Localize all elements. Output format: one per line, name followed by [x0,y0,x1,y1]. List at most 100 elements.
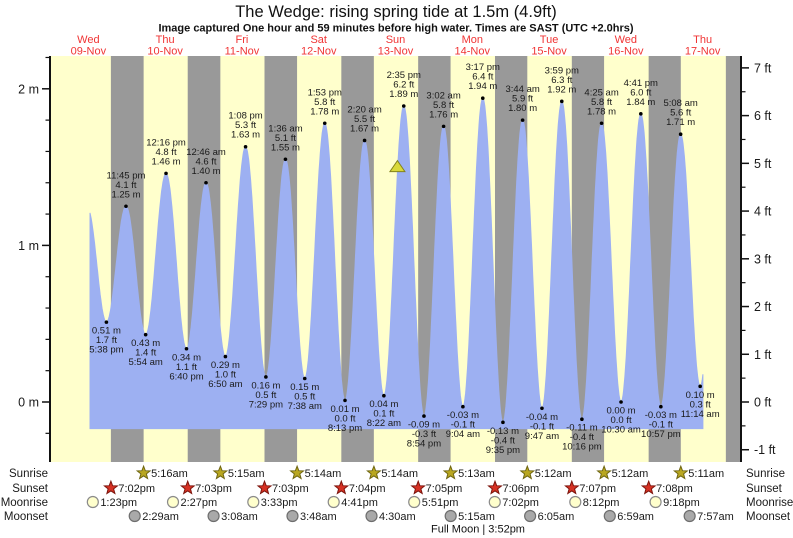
astro-time: 7:02pm [118,483,155,495]
low-tide-label-line: -0.09 m [408,420,440,431]
high-tide-label-line: 1.89 m [389,89,418,100]
sunset-icon [333,479,350,495]
high-tide-dot [401,104,406,108]
astro-layer: Sunrise Sunrise 5:16am 5:15am 5:14am 5:14am 5:… [1,464,793,523]
right-axis-tick-label: -1 ft [754,443,776,457]
sunrise-icon [135,464,152,480]
day-label-dow: Mon [462,34,483,46]
day-label-dow: Thu [156,34,175,46]
high-tide-label-line: 1.92 m [547,84,576,95]
moonrise-icon [247,495,260,509]
low-tide-label-line: -0.03 m [447,410,479,421]
high-tide-label-line: 3:17 pm [466,62,500,73]
high-tide-dot [559,99,564,104]
sunset-icon [410,479,426,495]
high-tide-label-line: 5.1 ft [275,133,296,144]
high-tide-dot [283,157,288,162]
day-label-dow: Fri [236,34,249,46]
astro-row-label-right-sunset: Sunset [746,483,783,495]
high-tide-label-line: 1:53 pm [308,87,342,98]
high-tide-dot [480,96,485,100]
astro-time: 5:14am [305,468,342,480]
moon-phase-footer: Full Moon | 3:52pm [431,524,525,536]
low-tide-label-line: 5:38 pm [89,345,123,356]
right-axis-tick-label: 6 ft [754,109,772,123]
high-tide-label-line: 1.76 m [429,109,458,120]
axes-layer: 0 m 1 m 2 m -1 ft 0 ft 1 ft 2 ft 3 ft 4 ft 5 ft 6 … [18,56,776,462]
astro-time: 3:08am [221,511,258,523]
low-tide-dot [698,384,702,389]
astro-time: 9:18pm [663,497,700,509]
low-tide-label-line: -0.1 ft [649,420,674,431]
moonrise-icon [649,495,662,509]
day-label-date: 10-Nov [147,46,183,58]
high-tide-label-line: 4:41 pm [624,78,658,89]
high-tide-label-line: 1.40 m [191,166,220,177]
high-tide-dot [164,171,168,176]
low-tide-label-line: -0.11 m [566,423,598,434]
high-tide-dot [362,138,367,143]
day-label-date: 13-Nov [378,46,414,58]
sunrise-icon [289,464,305,480]
astro-time: 7:05pm [426,483,463,495]
high-tide-label-line: 6.2 ft [393,80,414,91]
low-tide-label-line: 7:29 pm [249,399,283,410]
high-tide-label-line: 2:35 pm [387,70,421,81]
astro-time: 5:15am [228,468,265,480]
astro-time: 3:33pm [261,497,298,509]
day-label-date: 16-Nov [608,46,644,58]
low-tide-label-line: -0.03 m [645,410,677,421]
low-tide-dot [264,375,268,379]
astro-time: 5:13am [458,468,495,480]
low-tide-dot [580,417,584,422]
sunset-icon [487,479,503,495]
chart-title: The Wedge: rising spring tide at 1.5m (4… [235,3,557,21]
right-axis-tick-label: 2 ft [754,300,772,314]
high-tide-dot [243,144,248,149]
low-tide-label-line: 0.10 m [686,390,715,401]
moonset-icon [524,509,537,523]
sunset-icon [179,479,196,495]
astro-row-label-left-moonset: Moonset [4,511,49,523]
high-tide-dot [639,112,643,116]
high-tide-label-line: 1.55 m [271,142,300,153]
high-tide-label-line: 12:46 am [186,147,226,158]
low-tide-label-line: -0.1 ft [451,420,476,431]
day-label-dow: Tue [540,34,559,46]
high-tide-label-line: 6.0 ft [630,87,651,98]
low-tide-dot [143,332,148,337]
sunset-icon [256,479,273,495]
high-tide-label-line: 1.78 m [587,106,616,117]
low-tide-label-line: 0.00 m [607,406,636,417]
high-tide-dot [599,121,604,126]
astro-time: 4:41pm [341,497,378,509]
astro-time: 5:11am [688,468,724,480]
low-tide-label-line: 0.29 m [211,360,240,371]
sunset-icon [640,479,657,495]
day-label-date: 12-Nov [301,46,337,58]
moonrise-icon [166,495,180,509]
right-axis-tick-label: 1 ft [754,348,772,362]
day-label-date: 14-Nov [455,46,491,58]
astro-time: 5:12am [535,468,572,480]
astro-time: 7:03pm [272,483,309,495]
moonrise-icon [569,495,582,509]
low-tide-dot [461,404,465,409]
sunrise-icon [366,464,382,480]
moonset-icon [286,509,299,523]
day-label-date: 09-Nov [71,46,107,58]
high-tide-label-line: 1.94 m [468,81,497,92]
low-tide-label-line: -0.3 ft [412,429,437,440]
low-tide-dot [422,414,426,418]
astro-time: 2:27pm [181,497,218,509]
high-tide-label-line: 1.25 m [111,189,140,200]
high-tide-label-line: 3:44 am [505,84,539,95]
astro-time: 5:14am [381,468,418,480]
low-tide-label-line: 1.7 ft [96,335,117,346]
low-tide-label-line: 7:38 am [288,401,322,412]
low-tide-label-line: 11:14 am [681,409,720,420]
high-tide-dot [678,132,683,137]
astro-time: 1:23pm [100,497,137,509]
moonrise-icon [408,495,421,509]
low-tide-label-line: 6:50 am [208,379,242,390]
